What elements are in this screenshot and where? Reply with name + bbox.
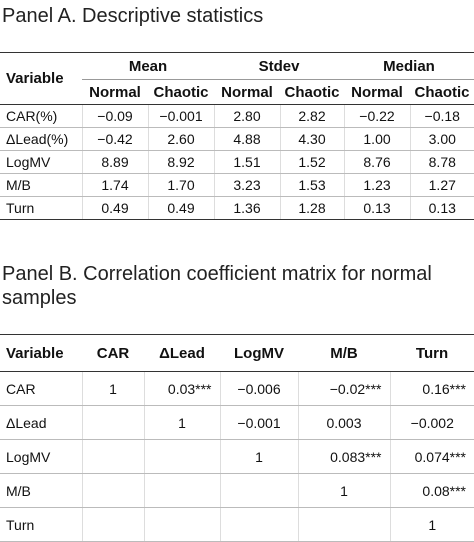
table-cell: −0.001: [219, 405, 298, 440]
group-header-stdev: Stdev: [214, 52, 345, 80]
table-cell: 1.27: [409, 173, 474, 197]
group-header-mean: Mean: [82, 52, 214, 80]
table-cell: 2.60: [147, 127, 214, 151]
table-cell: −0.001: [147, 104, 214, 128]
row-label: LogMV: [0, 439, 82, 474]
table-cell: 1: [143, 405, 220, 440]
row-label: M/B: [0, 473, 82, 508]
table-row: CAR 1 0.03*** −0.006 −0.02*** 0.16***: [0, 371, 474, 406]
table-cell: [143, 473, 220, 508]
row-label: M/B: [0, 173, 82, 197]
column-header-turn: Turn: [390, 334, 474, 372]
table-cell: 1.51: [213, 150, 280, 174]
row-label: CAR(%): [0, 104, 82, 128]
table-cell: 8.76: [343, 150, 411, 174]
table-cell: 0.08***: [389, 473, 474, 508]
table-cell: 1: [389, 507, 474, 542]
row-label: Turn: [0, 196, 82, 220]
table-cell: 1.23: [343, 173, 411, 197]
panel-b-title: Panel B. Correlation coefficient matrix …: [2, 263, 432, 309]
variable-header: Variable: [0, 52, 82, 105]
table-cell: 2.82: [279, 104, 345, 128]
group-header-median: Median: [344, 52, 474, 80]
table-cell: 0.49: [81, 196, 148, 220]
table-cell: 4.88: [213, 127, 280, 151]
table-row: M/B 1 0.08***: [0, 473, 474, 508]
table-cell: [219, 473, 298, 508]
row-label: ΔLead(%): [0, 127, 82, 151]
table-cell: [81, 439, 144, 474]
table-cell: 0.16***: [389, 371, 474, 406]
panel-a-title: Panel A. Descriptive statistics: [2, 5, 264, 27]
table-cell: 1.00: [343, 127, 411, 151]
row-label: LogMV: [0, 150, 82, 174]
table-row: Turn 0.49 0.49 1.36 1.28 0.13 0.13: [0, 196, 474, 220]
sub-header: Chaotic: [280, 79, 345, 105]
table-cell: [81, 507, 144, 542]
row-label: ΔLead: [0, 405, 82, 440]
table-cell: −0.22: [343, 104, 411, 128]
table-cell: 1.70: [147, 173, 214, 197]
table-cell: 0.49: [147, 196, 214, 220]
row-label: CAR: [0, 371, 82, 406]
table-cell: 0.13: [409, 196, 474, 220]
table-cell: −0.42: [81, 127, 148, 151]
table-cell: 1.28: [279, 196, 345, 220]
table-row: LogMV 1 0.083*** 0.074***: [0, 439, 474, 474]
table-cell: 0.083***: [297, 439, 390, 474]
table-cell: −0.09: [81, 104, 148, 128]
table-cell: [297, 507, 390, 542]
table-cell: 8.92: [147, 150, 214, 174]
table-row: ΔLead 1 −0.001 0.003 −0.002: [0, 405, 474, 440]
table-cell: 1.74: [81, 173, 148, 197]
row-label: Turn: [0, 507, 82, 542]
table-cell: 8.89: [81, 150, 148, 174]
table-cell: −0.02***: [297, 371, 390, 406]
table-cell: 1: [81, 371, 144, 406]
sub-header: Normal: [214, 79, 280, 105]
descriptive-statistics-table: Variable Mean Stdev Median Normal Chaoti…: [0, 52, 474, 220]
sub-header: Normal: [82, 79, 148, 105]
table-cell: 4.30: [279, 127, 345, 151]
table-cell: −0.18: [409, 104, 474, 128]
table-cell: [143, 507, 220, 542]
table-cell: 0.003: [297, 405, 390, 440]
table-cell: 1.36: [213, 196, 280, 220]
column-header-dlead: ΔLead: [144, 334, 220, 372]
table-cell: [81, 473, 144, 508]
table-row: Turn 1: [0, 507, 474, 542]
table-cell: 0.03***: [143, 371, 220, 406]
table-cell: 1: [297, 473, 390, 508]
table-row: CAR(%) −0.09 −0.001 2.80 2.82 −0.22 −0.18: [0, 104, 474, 128]
column-header-variable: Variable: [0, 334, 82, 372]
table-cell: 8.78: [409, 150, 474, 174]
table-cell: 0.074***: [389, 439, 474, 474]
table-cell: 3.00: [409, 127, 474, 151]
table-cell: 1: [219, 439, 298, 474]
table-row: M/B 1.74 1.70 3.23 1.53 1.23 1.27: [0, 173, 474, 197]
table-cell: −0.002: [389, 405, 474, 440]
column-header-logmv: LogMV: [220, 334, 298, 372]
table-cell: [143, 439, 220, 474]
table-cell: 1.52: [279, 150, 345, 174]
table-cell: 0.13: [343, 196, 411, 220]
column-header-mb: M/B: [298, 334, 390, 372]
table-cell: 2.80: [213, 104, 280, 128]
sub-header: Chaotic: [148, 79, 214, 105]
table-cell: 3.23: [213, 173, 280, 197]
table-cell: −0.006: [219, 371, 298, 406]
sub-header: Normal: [344, 79, 411, 105]
table-row: ΔLead(%) −0.42 2.60 4.88 4.30 1.00 3.00: [0, 127, 474, 151]
correlation-matrix-table: Variable CAR ΔLead LogMV M/B Turn CAR 1 0.…: [0, 334, 474, 542]
sub-header: Chaotic: [410, 79, 474, 105]
table-cell: 1.53: [279, 173, 345, 197]
table-cell: [81, 405, 144, 440]
column-header-car: CAR: [82, 334, 144, 372]
table-cell: [219, 507, 298, 542]
table-row: LogMV 8.89 8.92 1.51 1.52 8.76 8.78: [0, 150, 474, 174]
